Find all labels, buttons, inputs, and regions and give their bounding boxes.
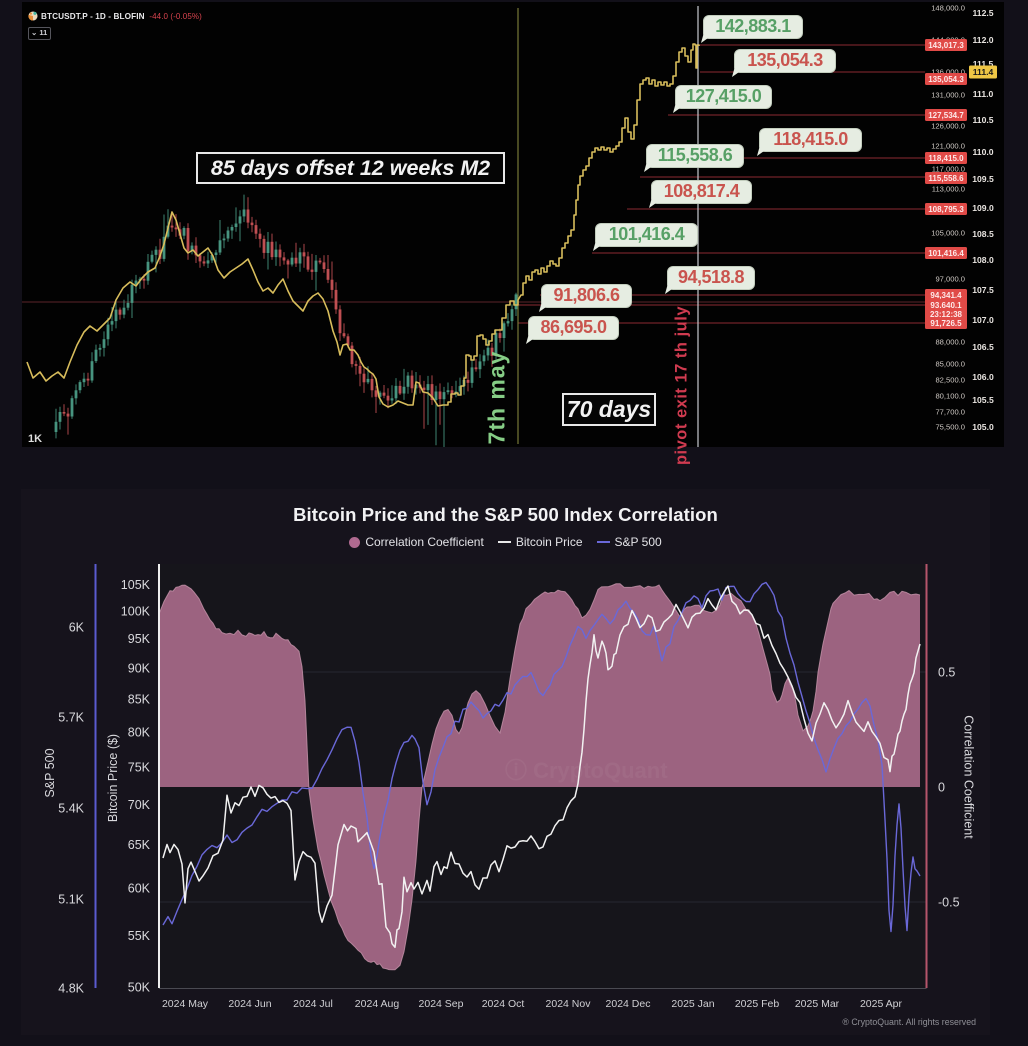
svg-text:105.0: 105.0 xyxy=(972,422,994,432)
svg-text:88,000.0: 88,000.0 xyxy=(935,338,965,347)
svg-text:70K: 70K xyxy=(128,798,151,812)
svg-text:2024 May: 2024 May xyxy=(162,998,209,1010)
svg-text:148,000.0: 148,000.0 xyxy=(931,4,965,13)
svg-text:97,000.0: 97,000.0 xyxy=(935,275,965,284)
svg-text:115,558.6: 115,558.6 xyxy=(928,174,964,183)
svg-text:118,415.0: 118,415.0 xyxy=(928,154,964,163)
svg-text:2025 Mar: 2025 Mar xyxy=(795,998,840,1010)
svg-text:5.4K: 5.4K xyxy=(58,802,84,816)
svg-text:2024 Sep: 2024 Sep xyxy=(419,998,464,1010)
svg-text:117,000.0: 117,000.0 xyxy=(932,165,965,174)
svg-text:2024 Oct: 2024 Oct xyxy=(482,998,525,1010)
svg-text:5.1K: 5.1K xyxy=(58,893,84,907)
svg-text:113,000.0: 113,000.0 xyxy=(932,185,965,194)
svg-text:135,054.3: 135,054.3 xyxy=(928,75,964,84)
svg-text:111.5: 111.5 xyxy=(973,59,994,69)
svg-text:2024 Jul: 2024 Jul xyxy=(293,998,333,1010)
svg-text:4.8K: 4.8K xyxy=(58,982,84,996)
svg-text:110.0: 110.0 xyxy=(972,147,993,157)
svg-text:110.5: 110.5 xyxy=(972,115,993,125)
svg-text:2024 Nov: 2024 Nov xyxy=(546,998,592,1010)
svg-text:105K: 105K xyxy=(121,578,151,592)
svg-text:107.0: 107.0 xyxy=(972,315,994,325)
svg-text:23:12:38: 23:12:38 xyxy=(930,310,963,319)
svg-text:95K: 95K xyxy=(128,632,151,646)
svg-text:111.4: 111.4 xyxy=(973,67,994,77)
svg-text:126,000.0: 126,000.0 xyxy=(931,122,965,131)
svg-text:2024 Dec: 2024 Dec xyxy=(606,998,651,1010)
svg-text:100K: 100K xyxy=(121,605,151,619)
svg-text:112.5: 112.5 xyxy=(972,8,993,18)
svg-text:2025 Jan: 2025 Jan xyxy=(671,998,714,1010)
svg-text:65K: 65K xyxy=(128,838,151,852)
svg-text:121,000.0: 121,000.0 xyxy=(931,142,965,151)
svg-text:108.0: 108.0 xyxy=(972,255,994,265)
svg-text:91,726.5: 91,726.5 xyxy=(930,319,962,328)
svg-text:131,000.0: 131,000.0 xyxy=(931,91,965,100)
svg-text:101,416.4: 101,416.4 xyxy=(928,249,964,258)
svg-text:106.0: 106.0 xyxy=(972,372,994,382)
svg-text:50K: 50K xyxy=(128,981,151,995)
svg-text:127,534.7: 127,534.7 xyxy=(928,111,964,120)
svg-text:55K: 55K xyxy=(128,929,151,943)
svg-text:5.7K: 5.7K xyxy=(58,711,84,725)
svg-text:0: 0 xyxy=(938,781,945,795)
svg-text:1K: 1K xyxy=(28,433,42,445)
svg-text:6K: 6K xyxy=(69,621,85,635)
svg-text:136,000.0: 136,000.0 xyxy=(931,68,965,77)
svg-text:112.0: 112.0 xyxy=(972,35,993,45)
svg-text:2024 Jun: 2024 Jun xyxy=(228,998,271,1010)
svg-text:80K: 80K xyxy=(128,726,151,740)
svg-text:85,000.0: 85,000.0 xyxy=(935,360,965,369)
svg-text:108.5: 108.5 xyxy=(972,229,994,239)
svg-text:ⓘ CryptoQuant: ⓘ CryptoQuant xyxy=(505,758,668,783)
svg-text:106.5: 106.5 xyxy=(972,342,994,352)
svg-text:109.0: 109.0 xyxy=(972,203,994,213)
svg-text:109.5: 109.5 xyxy=(972,174,994,184)
svg-text:2025 Feb: 2025 Feb xyxy=(735,998,780,1010)
svg-text:105,000.0: 105,000.0 xyxy=(931,229,965,238)
svg-text:77,700.0: 77,700.0 xyxy=(935,408,965,417)
svg-text:105.5: 105.5 xyxy=(972,395,994,405)
svg-text:82,500.0: 82,500.0 xyxy=(935,376,965,385)
svg-text:85K: 85K xyxy=(128,693,151,707)
svg-text:80,100.0: 80,100.0 xyxy=(935,392,965,401)
svg-text:111.0: 111.0 xyxy=(973,89,994,99)
svg-text:-0.5: -0.5 xyxy=(938,896,960,910)
svg-text:93,640.1: 93,640.1 xyxy=(930,301,962,310)
svg-text:75,500.0: 75,500.0 xyxy=(935,423,965,432)
svg-text:2025 Apr: 2025 Apr xyxy=(860,998,903,1010)
svg-text:143,017.3: 143,017.3 xyxy=(928,41,964,50)
svg-text:2024 Aug: 2024 Aug xyxy=(355,998,400,1010)
svg-text:107.5: 107.5 xyxy=(972,285,994,295)
svg-text:108,795.3: 108,795.3 xyxy=(928,205,964,214)
svg-text:94,341.4: 94,341.4 xyxy=(930,291,962,300)
svg-text:75K: 75K xyxy=(128,761,151,775)
svg-text:60K: 60K xyxy=(128,882,151,896)
svg-text:90K: 90K xyxy=(128,662,151,676)
svg-text:0.5: 0.5 xyxy=(938,666,955,680)
